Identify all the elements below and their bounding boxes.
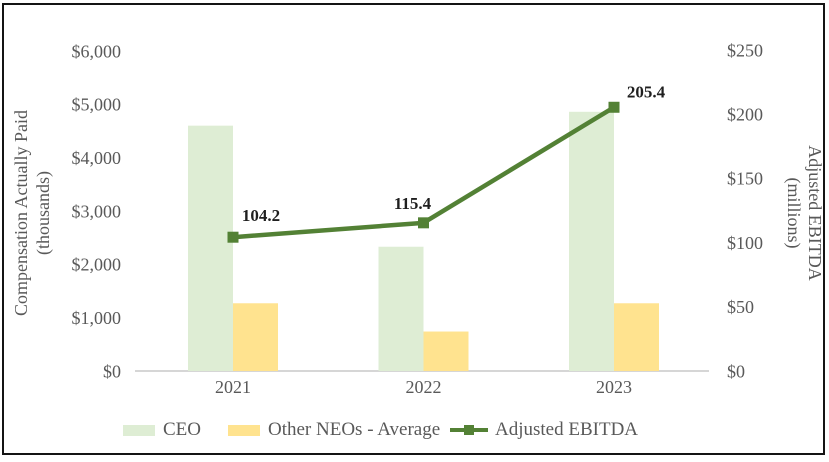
- left-axis-tick-label: $1,000: [72, 308, 122, 328]
- right-axis-tick-label: $100: [727, 233, 763, 253]
- left-axis-tick-label: $4,000: [72, 148, 122, 168]
- line-marker-2023: [608, 101, 620, 113]
- legend-item-adjusted-ebitda: Adjusted EBITDA: [450, 419, 638, 441]
- bar-other-neos-2021: [233, 303, 278, 371]
- left-axis-tick-label: $5,000: [72, 95, 122, 115]
- right-axis-tick-label: $250: [727, 40, 763, 60]
- x-axis-category-label: 2022: [406, 377, 442, 397]
- bar-ceo-2022: [378, 246, 424, 371]
- right-axis-title-line2: (millions): [783, 178, 804, 249]
- x-axis-category-label: 2023: [596, 377, 632, 397]
- right-axis-title-line1: Adjusted EBITDA: [805, 145, 825, 280]
- legend-label-adjusted-ebitda: Adjusted EBITDA: [495, 419, 639, 440]
- right-axis-tick-label: $0: [727, 361, 745, 381]
- chart-frame-border: [2, 3, 825, 455]
- legend-label-other-neos: Other NEOs - Average: [268, 419, 441, 440]
- data-label-2021: 104.2: [242, 206, 280, 225]
- bar-other-neos-2022: [423, 331, 469, 371]
- legend-label-ceo: CEO: [163, 419, 201, 440]
- legend-swatch-ceo: [123, 424, 155, 436]
- legend-line-marker-icon: [450, 423, 488, 437]
- left-axis-tick-label: $0: [103, 361, 121, 381]
- left-axis-tick-label: $2,000: [72, 255, 122, 275]
- bar-ceo-2023: [569, 111, 614, 372]
- left-axis-title-line2: (thousands): [33, 171, 54, 255]
- left-axis-tick-label: $3,000: [72, 201, 122, 221]
- bar-ceo-2021: [188, 125, 233, 372]
- legend-item-ceo: CEO: [123, 419, 201, 441]
- data-label-2022: 115.4: [394, 194, 432, 213]
- line-marker-2021: [227, 231, 239, 243]
- legend-swatch-other-neos: [228, 424, 260, 436]
- right-axis-tick-label: $200: [727, 105, 763, 125]
- left-axis-tick-label: $6,000: [72, 41, 122, 61]
- left-axis-title-line1: Compensation Actually Paid: [11, 110, 31, 316]
- x-axis-category-label: 2021: [215, 377, 251, 397]
- data-label-2023: 205.4: [627, 82, 666, 101]
- right-axis-tick-label: $50: [727, 297, 754, 317]
- line-marker-2022: [418, 217, 429, 229]
- bar-other-neos-2023: [614, 303, 659, 371]
- legend-item-other-neos: Other NEOs - Average: [228, 419, 440, 441]
- right-axis-tick-label: $150: [727, 169, 763, 189]
